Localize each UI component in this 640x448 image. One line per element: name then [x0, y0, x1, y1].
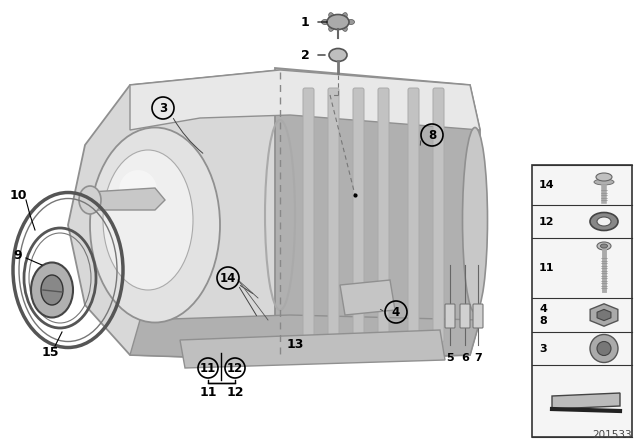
- Ellipse shape: [327, 14, 349, 30]
- FancyBboxPatch shape: [433, 88, 444, 342]
- Ellipse shape: [590, 212, 618, 231]
- Text: 12: 12: [227, 362, 243, 375]
- FancyBboxPatch shape: [408, 88, 419, 342]
- Text: 12: 12: [539, 216, 554, 227]
- Bar: [532, 165, 632, 437]
- Text: 3: 3: [539, 344, 547, 353]
- Polygon shape: [275, 68, 480, 362]
- Ellipse shape: [597, 217, 611, 226]
- Text: 4
8: 4 8: [539, 304, 547, 326]
- Text: 14: 14: [539, 180, 555, 190]
- Ellipse shape: [329, 25, 334, 31]
- Text: 11: 11: [199, 385, 217, 399]
- FancyBboxPatch shape: [460, 304, 470, 328]
- Circle shape: [590, 335, 618, 362]
- Polygon shape: [597, 310, 611, 321]
- Polygon shape: [340, 280, 395, 315]
- Text: 9: 9: [13, 249, 22, 262]
- Ellipse shape: [597, 242, 611, 250]
- Text: 13: 13: [286, 337, 304, 350]
- Ellipse shape: [321, 20, 328, 25]
- Text: 14: 14: [220, 271, 236, 284]
- FancyBboxPatch shape: [445, 304, 455, 328]
- Ellipse shape: [90, 128, 220, 323]
- Text: 8: 8: [428, 129, 436, 142]
- Text: 1: 1: [301, 16, 309, 29]
- Circle shape: [597, 341, 611, 356]
- Text: 7: 7: [474, 353, 482, 363]
- Ellipse shape: [596, 173, 612, 181]
- Polygon shape: [180, 330, 445, 368]
- Ellipse shape: [119, 170, 157, 210]
- FancyBboxPatch shape: [378, 88, 389, 342]
- Text: 6: 6: [461, 353, 469, 363]
- Text: 5: 5: [446, 353, 454, 363]
- Ellipse shape: [329, 13, 334, 19]
- Polygon shape: [90, 188, 165, 210]
- Text: 2: 2: [301, 48, 309, 61]
- Text: 10: 10: [9, 189, 27, 202]
- Ellipse shape: [79, 186, 101, 214]
- Ellipse shape: [342, 25, 348, 31]
- Polygon shape: [552, 393, 620, 409]
- Text: 4: 4: [392, 306, 400, 319]
- Text: 11: 11: [539, 263, 554, 273]
- Ellipse shape: [31, 263, 73, 318]
- FancyBboxPatch shape: [303, 88, 314, 342]
- Ellipse shape: [463, 128, 488, 313]
- Polygon shape: [130, 315, 480, 360]
- Text: 11: 11: [200, 362, 216, 375]
- Ellipse shape: [348, 20, 355, 25]
- Polygon shape: [590, 304, 618, 326]
- FancyBboxPatch shape: [328, 88, 339, 342]
- FancyBboxPatch shape: [353, 88, 364, 342]
- Polygon shape: [68, 70, 290, 360]
- FancyBboxPatch shape: [473, 304, 483, 328]
- Ellipse shape: [342, 13, 348, 19]
- Text: 12: 12: [227, 385, 244, 399]
- Polygon shape: [130, 70, 480, 130]
- Ellipse shape: [594, 179, 614, 185]
- Ellipse shape: [103, 150, 193, 290]
- Ellipse shape: [329, 48, 347, 61]
- Text: 201533: 201533: [593, 430, 632, 440]
- Ellipse shape: [41, 275, 63, 305]
- Ellipse shape: [600, 244, 607, 248]
- Text: 15: 15: [41, 345, 59, 358]
- Text: 3: 3: [159, 102, 167, 115]
